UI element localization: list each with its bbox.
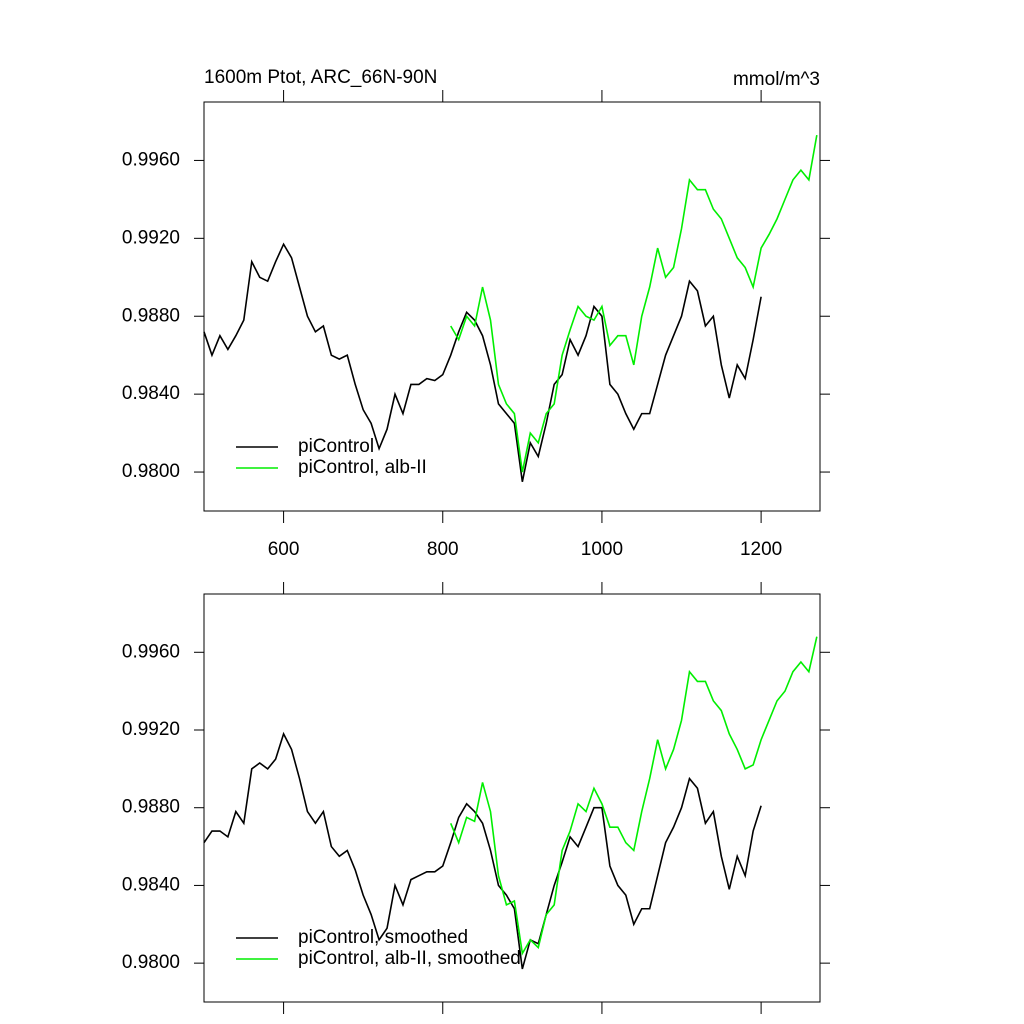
y-tick-label: 0.9960	[122, 641, 180, 662]
y-tick-label: 0.9920	[122, 227, 180, 248]
data-line	[449, 636, 818, 956]
legend-label: piControl, alb-II, smoothed	[298, 948, 521, 969]
legend-label: piControl	[298, 436, 374, 457]
y-tick-label: 0.9840	[122, 383, 180, 404]
plot-frame	[203, 101, 821, 512]
x-tick-label: 800	[427, 539, 459, 560]
y-tick-label: 0.9840	[122, 874, 180, 895]
legend-label: piControl, smoothed	[298, 927, 468, 948]
y-tick-label: 0.9880	[122, 305, 180, 326]
data-line	[203, 731, 762, 970]
y-tick-label: 0.9880	[122, 797, 180, 818]
x-tick-label: 1200	[740, 539, 782, 560]
plot-frame	[203, 593, 821, 1003]
data-line	[450, 134, 818, 473]
chart-title: 1600m Ptot, ARC_66N-90N	[204, 67, 437, 88]
y-tick-label: 0.9960	[122, 149, 180, 170]
x-tick-label: 1000	[581, 539, 623, 560]
legend-label: piControl, alb-II	[298, 457, 427, 478]
y-tick-label: 0.9800	[122, 461, 180, 482]
data-line	[203, 242, 762, 482]
units-label: mmol/m^3	[733, 69, 820, 90]
y-tick-label: 0.9800	[122, 952, 180, 973]
x-tick-label: 600	[268, 539, 300, 560]
y-tick-label: 0.9920	[122, 719, 180, 740]
